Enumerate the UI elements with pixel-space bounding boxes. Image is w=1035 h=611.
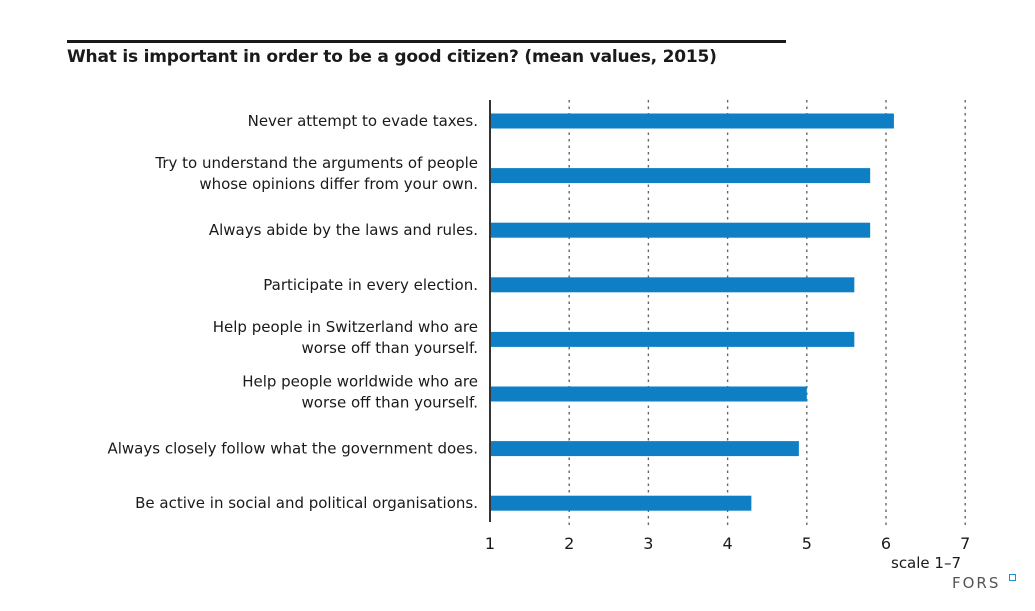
bar-4: [490, 277, 855, 293]
category-label-line: Be active in social and political organi…: [135, 494, 478, 512]
x-tick-label-5: 5: [802, 534, 812, 553]
bar-7: [490, 441, 799, 457]
category-label-4: Participate in every election.: [263, 276, 478, 294]
category-label-line: worse off than yourself.: [302, 339, 478, 357]
category-label-2: Try to understand the arguments of peopl…: [154, 154, 478, 193]
x-tick-label-7: 7: [960, 534, 970, 553]
bar-3: [490, 222, 871, 238]
x-tick-label-4: 4: [723, 534, 733, 553]
category-label-line: Never attempt to evade taxes.: [248, 112, 478, 130]
category-label-6: Help people worldwide who are worse off t…: [242, 373, 478, 412]
bar-1: [490, 113, 894, 129]
category-label-line: Help people in Switzerland who are: [213, 318, 478, 336]
x-tick-label-6: 6: [881, 534, 891, 553]
category-label-5: Help people in Switzerland who are worse …: [213, 318, 478, 357]
x-tick-label-3: 3: [643, 534, 653, 553]
category-label-line: Help people worldwide who are: [242, 373, 478, 391]
category-label-line: Participate in every election.: [263, 276, 478, 294]
category-label-1: Never attempt to evade taxes.: [248, 112, 478, 130]
chart-title: What is important in order to be a good …: [67, 47, 717, 67]
category-label-line: whose opinions differ from your own.: [199, 175, 478, 193]
bar-6: [490, 386, 807, 402]
bar-2: [490, 168, 871, 184]
category-label-line: Always closely follow what the governmen…: [107, 440, 478, 458]
x-tick-label-1: 1: [485, 534, 495, 553]
category-label-3: Always abide by the laws and rules.: [209, 221, 478, 239]
x-tick-label-2: 2: [564, 534, 574, 553]
category-label-7: Always closely follow what the governmen…: [107, 440, 478, 458]
category-label-line: Always abide by the laws and rules.: [209, 221, 478, 239]
category-label-line: Try to understand the arguments of peopl…: [154, 154, 478, 172]
category-label-8: Be active in social and political organi…: [135, 494, 478, 512]
category-label-line: worse off than yourself.: [302, 394, 478, 412]
fors-logo-mark-icon: [1009, 574, 1016, 581]
axis-scale-note: scale 1–7: [891, 554, 962, 572]
bar-8: [490, 495, 752, 511]
title-rule: [67, 40, 786, 43]
fors-logo: FORS: [952, 574, 1001, 592]
bar-5: [490, 331, 855, 347]
